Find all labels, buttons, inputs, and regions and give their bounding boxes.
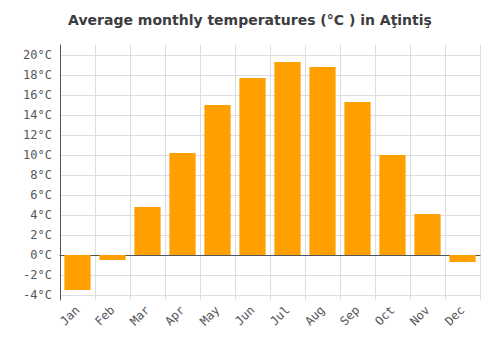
svg-text:Mar: Mar [127, 303, 152, 328]
svg-text:Average monthly temperatures (: Average monthly temperatures (°C ) in Aţ… [68, 12, 432, 28]
svg-text:Dec: Dec [442, 303, 467, 328]
svg-text:Apr: Apr [162, 303, 187, 328]
svg-text:Jan: Jan [57, 303, 82, 328]
svg-text:Aug: Aug [302, 303, 327, 328]
svg-text:2°C: 2°C [30, 228, 52, 242]
svg-text:Sep: Sep [337, 303, 362, 328]
svg-text:Oct: Oct [372, 303, 397, 328]
svg-text:18°C: 18°C [23, 68, 52, 82]
svg-text:14°C: 14°C [23, 108, 52, 122]
svg-text:8°C: 8°C [30, 168, 52, 182]
svg-text:16°C: 16°C [23, 88, 52, 102]
svg-text:20°C: 20°C [23, 48, 52, 62]
svg-text:Feb: Feb [92, 303, 117, 328]
svg-text:12°C: 12°C [23, 128, 52, 142]
svg-text:0°C: 0°C [30, 248, 52, 262]
svg-text:May: May [197, 303, 222, 328]
svg-text:-4°C: -4°C [23, 288, 52, 302]
svg-text:Jun: Jun [232, 303, 257, 328]
svg-text:Jul: Jul [267, 303, 292, 328]
svg-text:-2°C: -2°C [23, 268, 52, 282]
svg-text:4°C: 4°C [30, 208, 52, 222]
svg-text:Nov: Nov [407, 303, 432, 328]
svg-text:6°C: 6°C [30, 188, 52, 202]
svg-text:10°C: 10°C [23, 148, 52, 162]
